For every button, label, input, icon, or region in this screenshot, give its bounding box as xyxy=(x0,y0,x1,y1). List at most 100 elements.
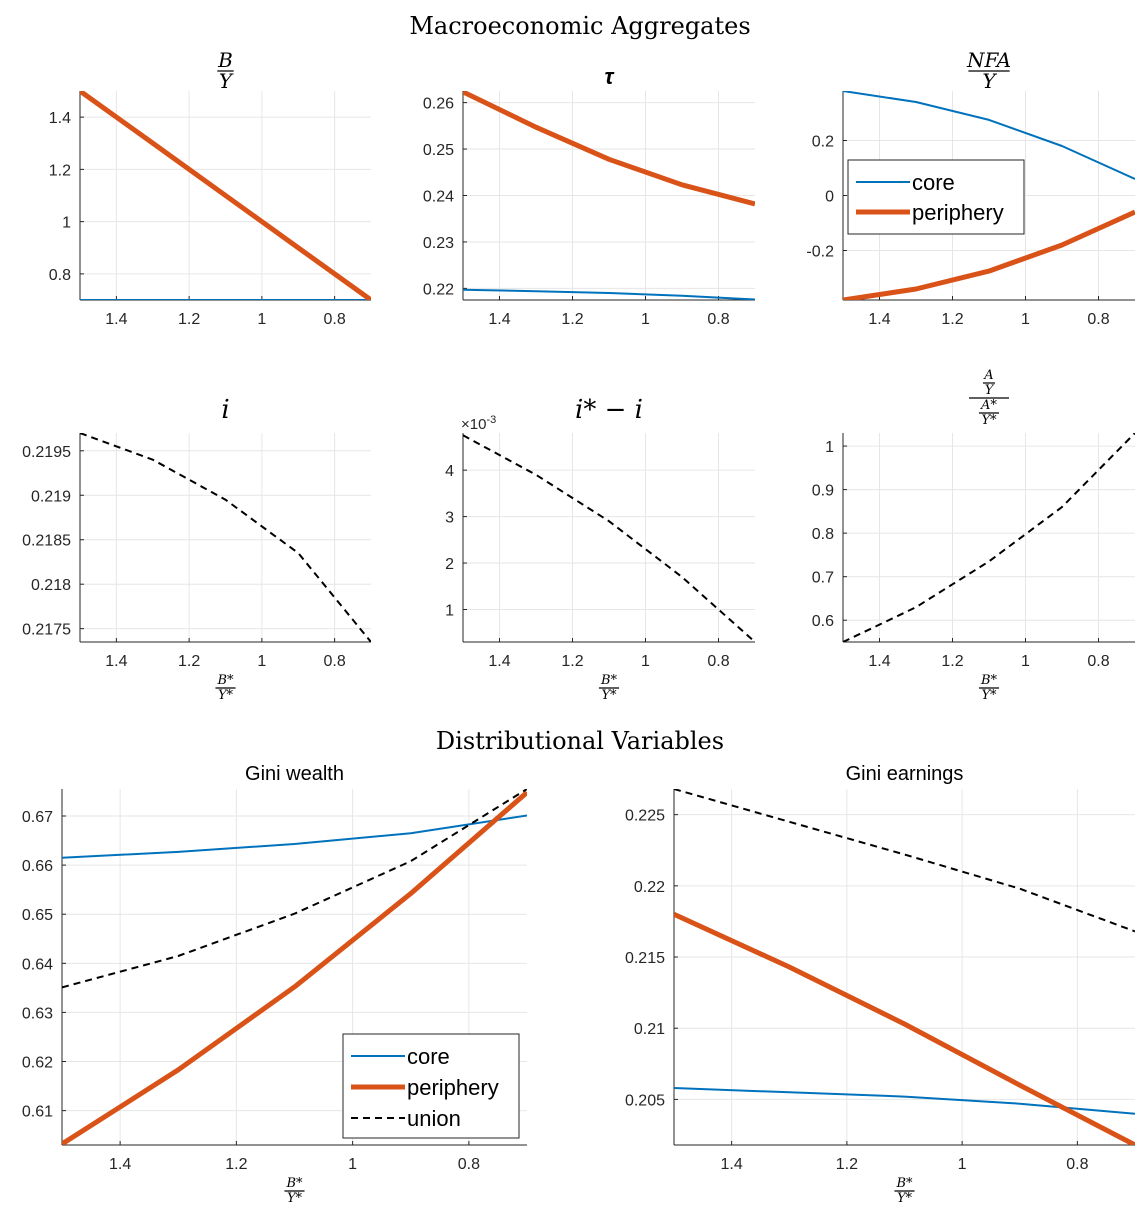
y-tick-label: 0.2 xyxy=(812,134,834,151)
y-tick-label: 0.23 xyxy=(423,235,454,252)
y-tick-label: 0.25 xyxy=(423,142,454,159)
x-axis-label: B*Y* xyxy=(215,673,236,703)
y-tick-label: 0.22 xyxy=(423,281,454,298)
y-tick-label: 0.63 xyxy=(22,1005,53,1022)
y-tick-label: 0.218 xyxy=(31,577,71,594)
chart-title-lower-denominator: Y* xyxy=(981,413,997,428)
y-tick-label: 3 xyxy=(445,510,454,527)
y-exponent-label: ×10-3 xyxy=(461,414,496,433)
chart-title: Gini earnings xyxy=(846,763,964,785)
x-tick-label: 1 xyxy=(641,311,650,328)
chart-title-upper-denominator: Y xyxy=(985,383,995,398)
legend-label-core: core xyxy=(407,1044,450,1069)
y-tick-label: 0.225 xyxy=(625,808,665,825)
x-tick-label: 1.2 xyxy=(941,653,963,670)
x-tick-label: 1.4 xyxy=(721,1156,743,1173)
x-tick-label: 1 xyxy=(257,653,266,670)
series-line-union xyxy=(80,433,371,642)
x-tick-label: 0.8 xyxy=(1066,1156,1088,1173)
x-axis-label-numerator: B* xyxy=(600,673,618,688)
x-tick-label: 1.2 xyxy=(561,653,583,670)
chart-ginie: 1.4 1.2 1 0.8 0.205 0.21 0.215 0.22 0.225 Gini ea… xyxy=(625,763,1135,1206)
chart-title: AYA*Y* xyxy=(969,368,1009,428)
series-line-periphery xyxy=(843,209,1135,300)
x-tick-label: 0.8 xyxy=(324,311,346,328)
x-tick-label: 1.4 xyxy=(105,311,127,328)
y-tick-label: 0.2185 xyxy=(22,533,71,550)
x-tick-label: 1 xyxy=(958,1156,967,1173)
chart-title: BY xyxy=(217,48,234,93)
chart-title: Gini wealth xyxy=(245,763,344,785)
series-line-union xyxy=(843,433,1135,642)
chart-title-lower: A*Y* xyxy=(978,398,1000,428)
x-tick-label: 0.8 xyxy=(324,653,346,670)
x-tick-label: 0.8 xyxy=(1087,653,1109,670)
y-tick-label: 1 xyxy=(62,215,71,232)
plot-area xyxy=(843,433,1135,642)
plot-area xyxy=(80,433,371,642)
y-tick-label: 0.9 xyxy=(812,483,834,500)
chart-title: i xyxy=(221,395,229,425)
chart-title-upper: AY xyxy=(982,368,996,398)
y-tick-label: 1.2 xyxy=(49,162,71,179)
y-tick-label: 0.2195 xyxy=(22,444,71,461)
chart-title-denominator: Y xyxy=(219,69,234,93)
y-tick-label: 0.6 xyxy=(812,613,834,630)
x-tick-label: 1.2 xyxy=(178,653,200,670)
series-line-union xyxy=(62,789,527,989)
y-tick-label: 0.8 xyxy=(49,267,71,284)
chart-title-numerator: B xyxy=(217,48,233,72)
series-line-periphery xyxy=(80,91,371,300)
chart-title: τ xyxy=(605,64,615,89)
x-tick-label: 0.8 xyxy=(1087,311,1109,328)
x-tick-label: 0.8 xyxy=(458,1156,480,1173)
x-tick-label: 1.4 xyxy=(488,311,510,328)
x-tick-label: 1.2 xyxy=(561,311,583,328)
chart-title-lower-numerator: A* xyxy=(980,398,997,413)
series-line-union xyxy=(674,789,1135,933)
series-line-periphery xyxy=(674,912,1135,1145)
plot-area xyxy=(463,433,755,642)
chart-by: 1.4 1.2 1 0.8 0.8 1 1.2 1.4 BY xyxy=(49,48,371,328)
x-tick-label: 1.4 xyxy=(868,653,890,670)
y-tick-label: 2 xyxy=(445,556,454,573)
y-tick-label: 0 xyxy=(825,189,834,206)
y-tick-label: 0.2175 xyxy=(22,622,71,639)
legend: core periphery union xyxy=(342,1033,520,1139)
x-tick-label: 1.2 xyxy=(225,1156,247,1173)
x-tick-label: 1.2 xyxy=(178,311,200,328)
series-line-core xyxy=(463,288,755,300)
x-axis-label-denominator: Y* xyxy=(218,688,234,703)
y-tick-label: -0.2 xyxy=(806,244,834,261)
x-tick-label: 1.2 xyxy=(941,311,963,328)
series-line-periphery xyxy=(463,91,755,207)
chart-title-denominator: Y xyxy=(982,69,997,93)
x-tick-label: 0.8 xyxy=(707,311,729,328)
chart-giniw: 1.4 1.2 1 0.8 0.61 0.62 0.63 0.64 0.65 0.66 0.67 Gi… xyxy=(22,763,527,1206)
x-axis-label-numerator: B* xyxy=(980,673,998,688)
y-tick-label: 0.62 xyxy=(22,1055,53,1072)
x-tick-label: 1.2 xyxy=(836,1156,858,1173)
legend-label-core: core xyxy=(912,170,955,195)
x-tick-label: 1.4 xyxy=(109,1156,131,1173)
y-tick-label: 0.219 xyxy=(31,488,71,505)
legend-label-periphery: periphery xyxy=(912,200,1004,225)
legend-box xyxy=(847,159,1025,235)
legend-label-periphery: periphery xyxy=(407,1075,499,1100)
x-axis-label-denominator: Y* xyxy=(981,688,997,703)
plot-area xyxy=(674,789,1135,1145)
x-axis-label: B*Y* xyxy=(978,673,1000,703)
chart-title: i* − i xyxy=(575,395,643,425)
y-tick-label: 0.26 xyxy=(423,96,454,113)
section-title-distributional: Distributional Variables xyxy=(436,727,724,755)
legend-label-union: union xyxy=(407,1106,461,1131)
x-axis-label-numerator: B* xyxy=(285,1176,303,1191)
y-tick-label: 1 xyxy=(825,439,834,456)
y-tick-label: 0.65 xyxy=(22,907,53,924)
x-tick-label: 1.4 xyxy=(105,653,127,670)
x-tick-label: 1 xyxy=(1021,311,1030,328)
x-axis-label-numerator: B* xyxy=(895,1176,913,1191)
